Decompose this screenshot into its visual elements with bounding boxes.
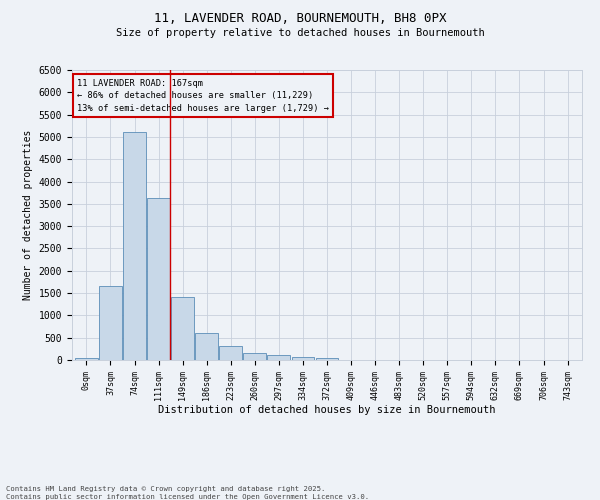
- Y-axis label: Number of detached properties: Number of detached properties: [23, 130, 33, 300]
- Bar: [292, 357, 314, 360]
- Text: 11, LAVENDER ROAD, BOURNEMOUTH, BH8 0PX: 11, LAVENDER ROAD, BOURNEMOUTH, BH8 0PX: [154, 12, 446, 26]
- Bar: [316, 358, 338, 360]
- Bar: [171, 296, 194, 360]
- Text: Contains HM Land Registry data © Crown copyright and database right 2025.
Contai: Contains HM Land Registry data © Crown c…: [6, 486, 369, 500]
- Text: Size of property relative to detached houses in Bournemouth: Size of property relative to detached ho…: [116, 28, 484, 38]
- Bar: [123, 132, 146, 360]
- Bar: [244, 354, 266, 360]
- Text: 11 LAVENDER ROAD: 167sqm
← 86% of detached houses are smaller (11,229)
13% of se: 11 LAVENDER ROAD: 167sqm ← 86% of detach…: [77, 78, 329, 112]
- Bar: [268, 355, 290, 360]
- Bar: [147, 198, 170, 360]
- Bar: [220, 346, 242, 360]
- Bar: [99, 286, 122, 360]
- X-axis label: Distribution of detached houses by size in Bournemouth: Distribution of detached houses by size …: [158, 406, 496, 415]
- Bar: [75, 358, 98, 360]
- Bar: [195, 333, 218, 360]
